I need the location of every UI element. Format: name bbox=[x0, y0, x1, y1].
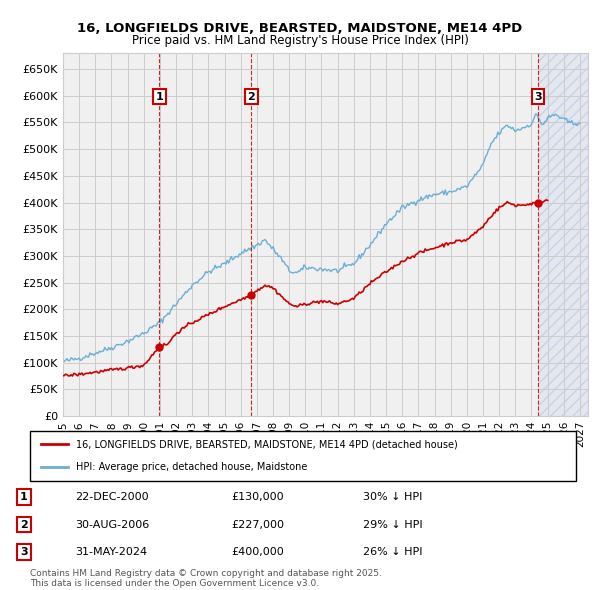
Text: Contains HM Land Registry data © Crown copyright and database right 2025.
This d: Contains HM Land Registry data © Crown c… bbox=[30, 569, 382, 588]
Text: HPI: Average price, detached house, Maidstone: HPI: Average price, detached house, Maid… bbox=[76, 463, 308, 473]
Text: Price paid vs. HM Land Registry's House Price Index (HPI): Price paid vs. HM Land Registry's House … bbox=[131, 34, 469, 47]
Text: 3: 3 bbox=[20, 548, 28, 557]
Text: 30-AUG-2006: 30-AUG-2006 bbox=[75, 520, 149, 529]
Text: £130,000: £130,000 bbox=[231, 492, 284, 502]
Text: 30% ↓ HPI: 30% ↓ HPI bbox=[363, 492, 422, 502]
Text: £400,000: £400,000 bbox=[231, 548, 284, 557]
Text: 1: 1 bbox=[20, 492, 28, 502]
Text: £227,000: £227,000 bbox=[231, 520, 284, 529]
Text: 16, LONGFIELDS DRIVE, BEARSTED, MAIDSTONE, ME14 4PD (detached house): 16, LONGFIELDS DRIVE, BEARSTED, MAIDSTON… bbox=[76, 439, 458, 449]
Text: 3: 3 bbox=[534, 91, 542, 101]
FancyBboxPatch shape bbox=[30, 431, 576, 481]
Bar bbox=[538, 53, 588, 416]
Text: 26% ↓ HPI: 26% ↓ HPI bbox=[363, 548, 422, 557]
Text: 2: 2 bbox=[20, 520, 28, 529]
Bar bbox=[538, 53, 588, 416]
Text: 2: 2 bbox=[247, 91, 255, 101]
Text: 29% ↓ HPI: 29% ↓ HPI bbox=[363, 520, 422, 529]
Text: 31-MAY-2024: 31-MAY-2024 bbox=[75, 548, 147, 557]
Text: 22-DEC-2000: 22-DEC-2000 bbox=[75, 492, 149, 502]
Text: 1: 1 bbox=[155, 91, 163, 101]
Text: 16, LONGFIELDS DRIVE, BEARSTED, MAIDSTONE, ME14 4PD: 16, LONGFIELDS DRIVE, BEARSTED, MAIDSTON… bbox=[77, 22, 523, 35]
